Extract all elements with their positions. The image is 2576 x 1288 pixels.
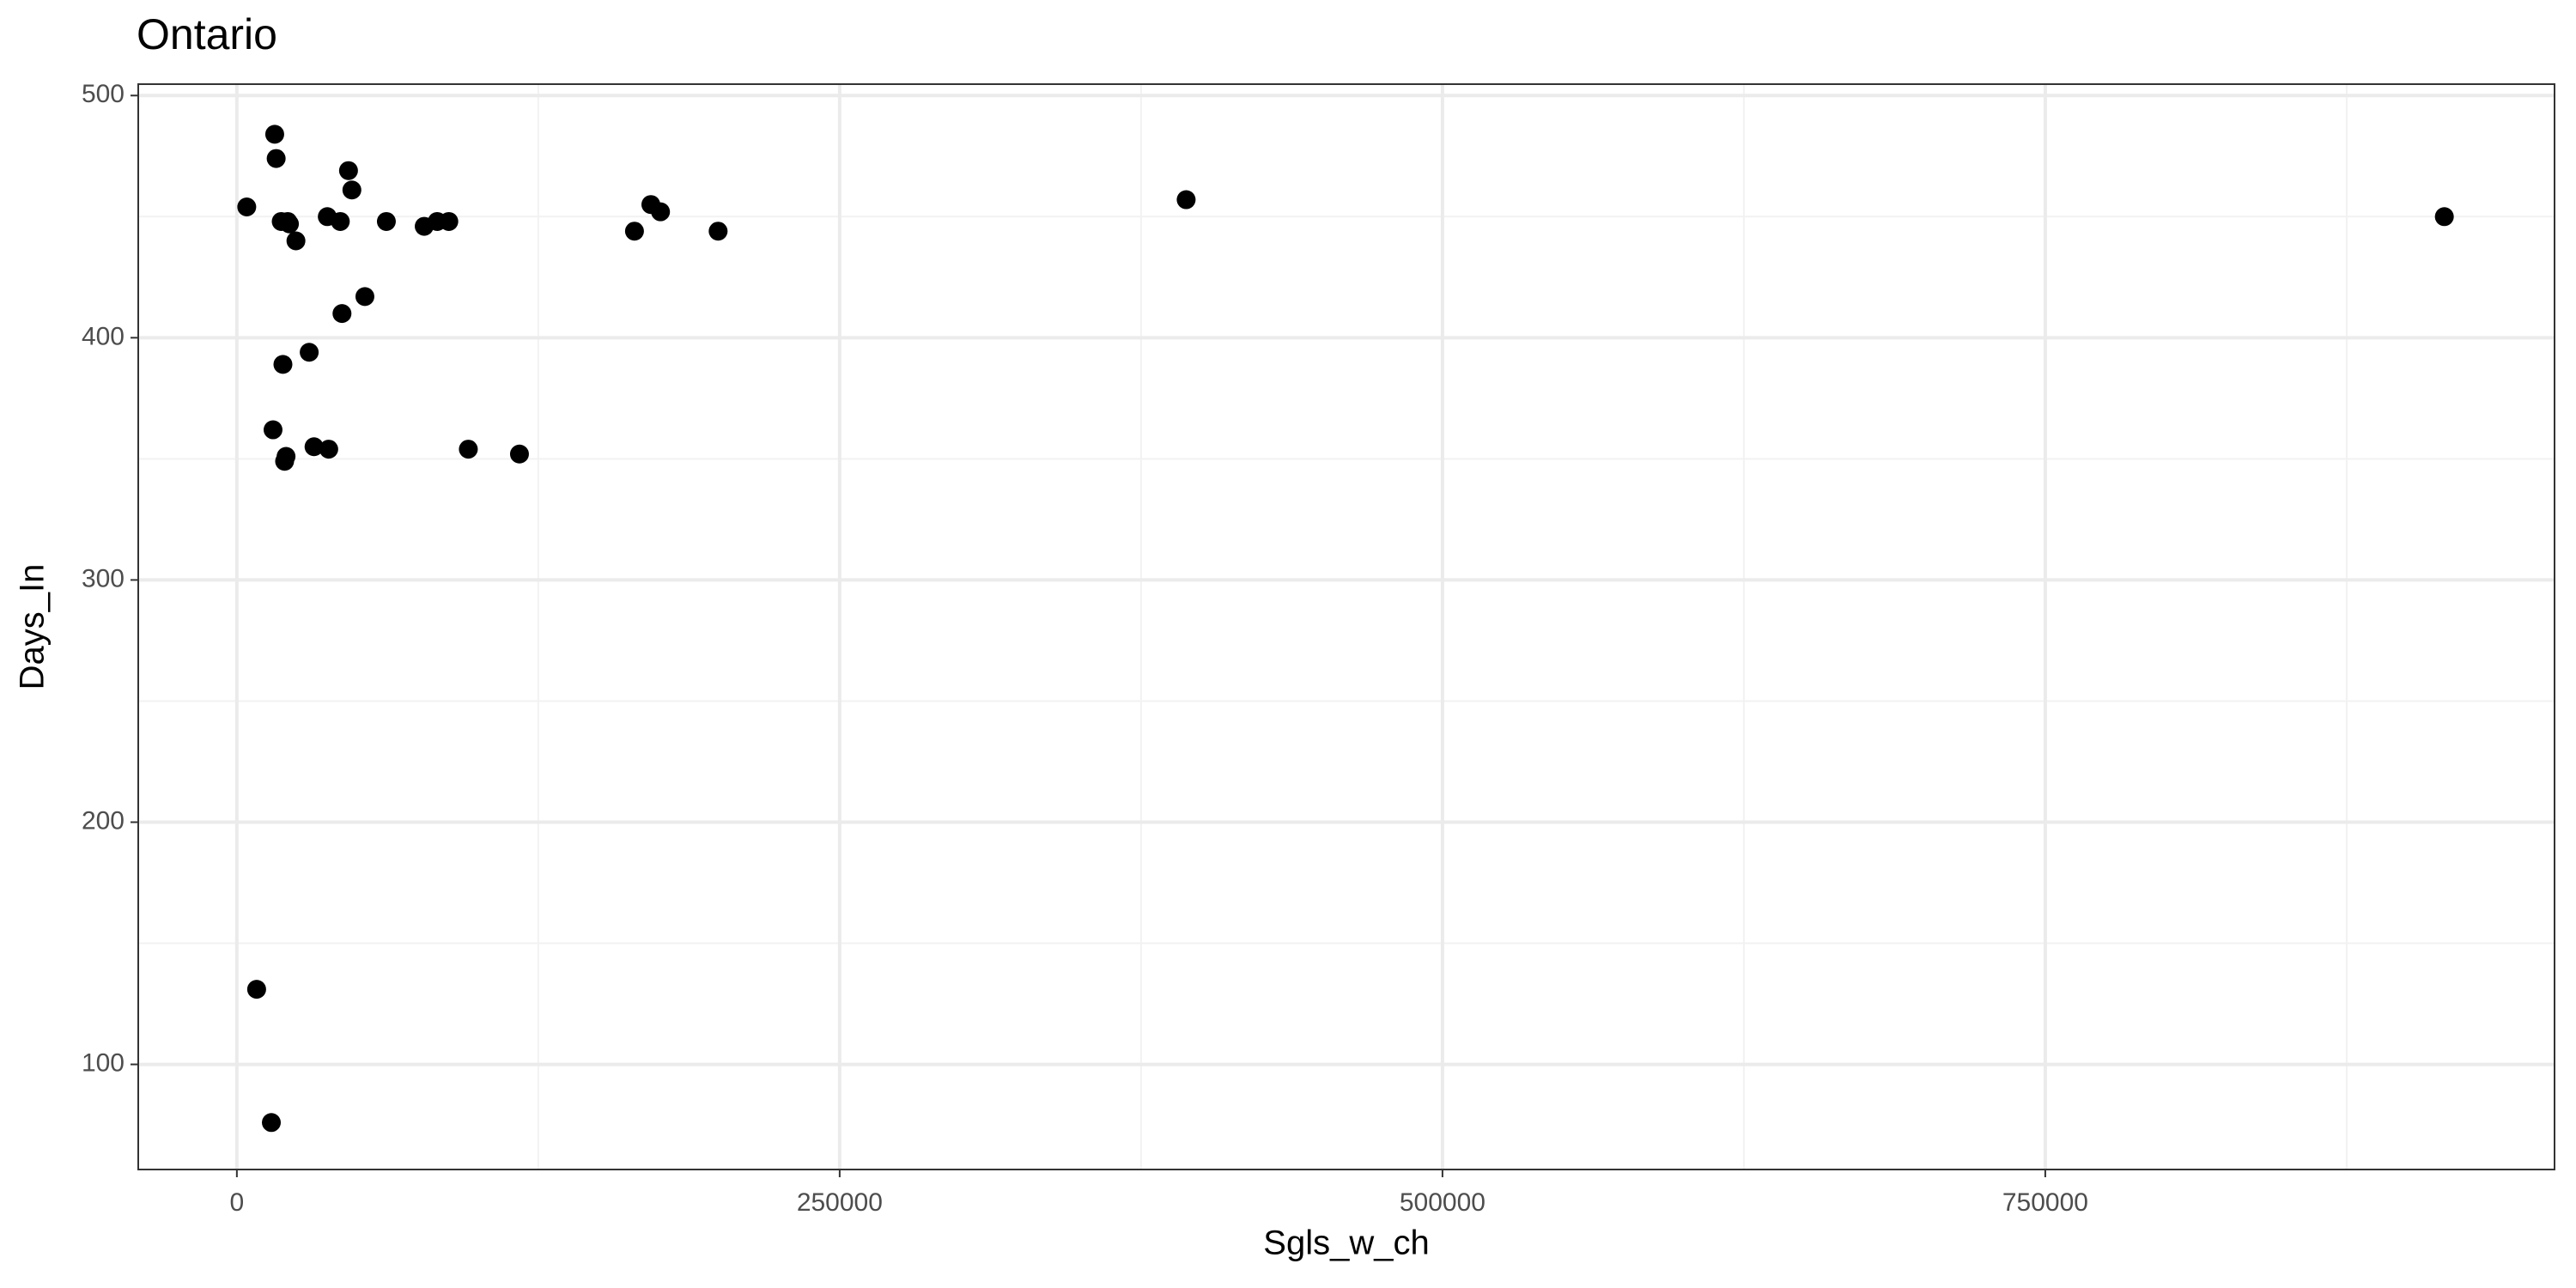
point: [300, 343, 319, 362]
point: [263, 420, 283, 440]
x-tick-label: 250000: [797, 1188, 883, 1217]
x-tick-label: 500000: [1400, 1188, 1485, 1217]
point: [355, 287, 374, 307]
point: [237, 197, 257, 217]
x-axis-title: Sgls_w_ch: [1263, 1224, 1429, 1262]
panel-border: [137, 83, 2555, 1170]
point: [2434, 207, 2454, 227]
chart-title: Ontario: [137, 10, 277, 58]
point: [246, 980, 266, 999]
point: [264, 125, 284, 144]
point: [459, 440, 478, 459]
point: [708, 222, 728, 241]
point: [342, 180, 361, 200]
point: [266, 149, 286, 168]
point: [332, 304, 352, 324]
point: [376, 211, 396, 231]
point: [280, 214, 300, 234]
point: [262, 1113, 282, 1133]
point: [275, 452, 295, 471]
point: [338, 161, 358, 180]
point: [286, 231, 306, 251]
point: [439, 211, 459, 231]
y-tick-label: 200: [82, 806, 125, 835]
point: [304, 437, 324, 457]
y-tick-label: 300: [82, 564, 125, 592]
y-tick-label: 100: [82, 1048, 125, 1077]
point: [273, 355, 293, 374]
point: [331, 211, 350, 231]
point: [319, 440, 338, 459]
y-tick-label: 500: [82, 80, 125, 108]
point: [624, 222, 644, 241]
y-tick-label: 400: [82, 322, 125, 350]
x-tick-label: 0: [230, 1188, 245, 1217]
x-tick-label: 750000: [2002, 1188, 2088, 1217]
point: [651, 202, 671, 222]
point: [509, 444, 529, 464]
point: [1176, 190, 1196, 210]
y-axis-title: Days_In: [14, 564, 52, 690]
